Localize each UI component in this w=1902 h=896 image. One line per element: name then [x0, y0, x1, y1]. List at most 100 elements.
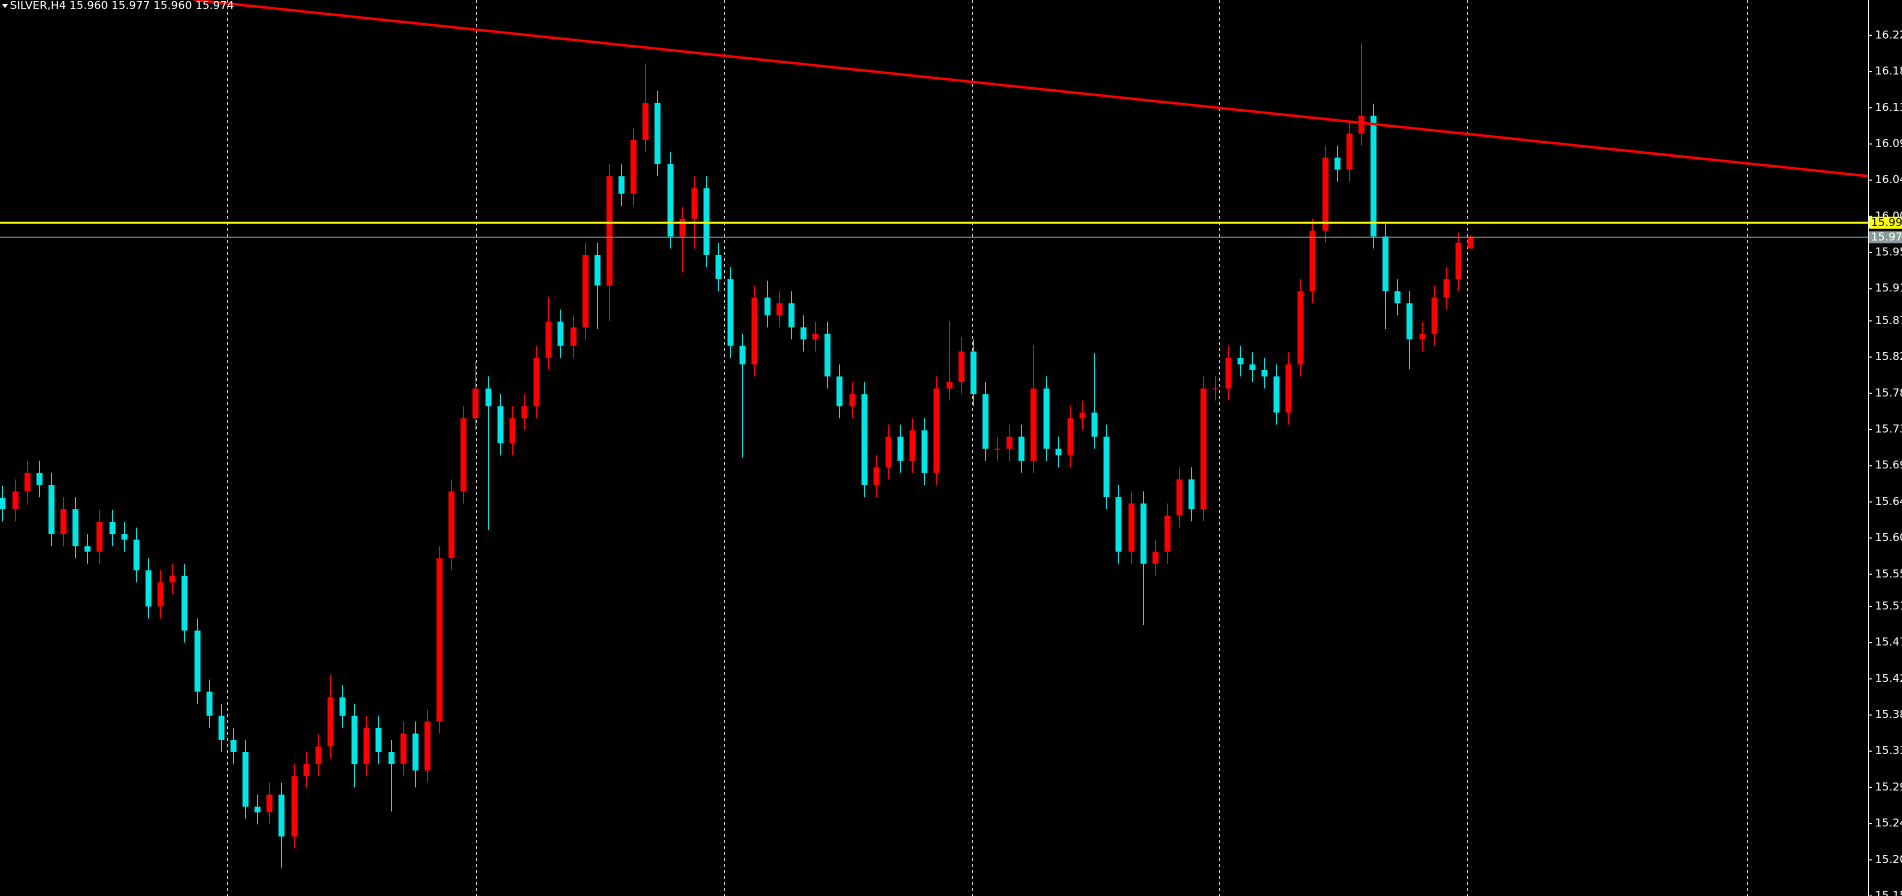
candle-body: [266, 794, 273, 813]
y-tick-label: 15.955: [1875, 246, 1902, 259]
candle-body: [764, 297, 771, 316]
candle-body: [375, 727, 382, 753]
y-tick-label: 15.155: [1875, 889, 1902, 896]
candle-body: [642, 102, 649, 140]
candle-body: [412, 733, 419, 771]
candle-body: [1455, 242, 1462, 280]
candle-body: [96, 521, 103, 552]
y-tick-label: 15.425: [1875, 672, 1902, 685]
candle-body: [1237, 357, 1244, 365]
candle-body: [339, 697, 346, 716]
candle-body: [885, 436, 892, 468]
candle-body: [1273, 376, 1280, 413]
y-tick-label: 15.245: [1875, 817, 1902, 830]
candle-body: [1091, 412, 1098, 437]
candle-body: [836, 376, 843, 407]
candle-body: [618, 176, 625, 194]
candle-body: [1176, 479, 1183, 516]
candle-body: [958, 351, 965, 383]
candle-body: [594, 254, 601, 286]
candle-body: [1467, 237, 1474, 249]
candle-body: [1297, 291, 1304, 365]
candle-body: [1394, 291, 1401, 304]
candle-body: [1309, 230, 1316, 292]
y-tick-label: 15.910: [1875, 282, 1902, 295]
y-tick-label: 16.135: [1875, 101, 1902, 114]
candle-body: [1152, 551, 1159, 564]
candle-body: [1249, 364, 1256, 370]
y-tick-label: 15.600: [1875, 531, 1902, 544]
candle-body: [739, 345, 746, 365]
candle-body: [545, 321, 552, 358]
candle-body: [133, 539, 140, 571]
y-tick-label: 15.200: [1875, 853, 1902, 866]
candle-body: [181, 575, 188, 631]
y-tick-label: 15.335: [1875, 744, 1902, 757]
y-tick-label: 16.225: [1875, 28, 1902, 41]
menu-triangle: [2, 4, 8, 8]
candle-body: [849, 394, 856, 407]
candle-body: [1128, 503, 1135, 552]
axis-background: [1868, 0, 1902, 896]
candle-body: [630, 139, 637, 194]
candle-body: [533, 357, 540, 407]
y-tick-label: 15.380: [1875, 708, 1902, 721]
candle-body: [1370, 115, 1377, 237]
candle-body: [582, 254, 589, 328]
price-label: 15.992: [1871, 216, 1902, 229]
candle-body: [691, 188, 698, 219]
candle-body: [157, 582, 164, 607]
candle-body: [521, 406, 528, 419]
y-tick-label: 16.180: [1875, 65, 1902, 78]
candle-body: [1006, 436, 1013, 449]
candle-body: [0, 497, 6, 510]
candle-body: [1346, 133, 1353, 170]
candle-body: [970, 351, 977, 395]
price-label-box: [1869, 216, 1902, 229]
candle-body: [291, 776, 298, 837]
candle-body: [861, 394, 868, 485]
candle-body: [703, 188, 710, 255]
candle-body: [497, 406, 504, 444]
y-tick-label: 15.780: [1875, 386, 1902, 399]
trendline: [193, 0, 1869, 178]
candle-body: [1443, 279, 1450, 298]
y-tick-label: 15.735: [1875, 423, 1902, 436]
candle-body: [679, 218, 686, 237]
candle-body: [351, 715, 358, 765]
candle-body: [206, 691, 213, 716]
y-tick-label: 16.045: [1875, 173, 1902, 186]
candle-body: [1322, 157, 1329, 231]
candle-body: [278, 794, 285, 837]
candle-body: [654, 102, 661, 165]
candle-body: [1358, 115, 1365, 134]
candle-body: [1431, 297, 1438, 334]
candle-body: [982, 394, 989, 449]
candle-body: [1225, 357, 1232, 389]
candle-body: [1055, 448, 1062, 456]
candle-body: [1200, 388, 1207, 510]
candle-body: [909, 430, 916, 461]
candle-body: [194, 630, 201, 692]
candle-body: [727, 279, 734, 346]
candle-body: [121, 534, 128, 540]
candle-body: [1067, 418, 1074, 456]
candle-body: [24, 472, 31, 492]
candle-body: [1115, 497, 1122, 552]
candle-body: [933, 388, 940, 473]
chart-title: SILVER,H4 15.960 15.977 15.960 15.974: [10, 0, 234, 12]
candle-body: [606, 176, 613, 286]
candle-body: [921, 430, 928, 473]
candle-body: [1334, 157, 1341, 170]
y-tick-label: 15.555: [1875, 567, 1902, 580]
y-tick-label: 15.825: [1875, 350, 1902, 363]
candle-body: [667, 164, 674, 237]
candle-body: [800, 327, 807, 340]
candle-body: [715, 254, 722, 280]
candle-body: [873, 467, 880, 485]
candle-body: [254, 806, 261, 813]
candle-body: [788, 303, 795, 328]
y-tick-label: 16.090: [1875, 137, 1902, 150]
